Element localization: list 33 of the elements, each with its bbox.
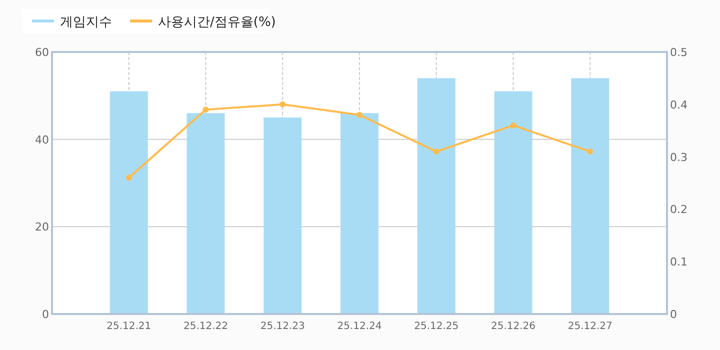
bar [264, 118, 302, 314]
bar [571, 78, 610, 314]
y-tick-label: 20 [35, 220, 49, 234]
point [356, 112, 362, 118]
y2-tick-label: 0.2 [670, 203, 688, 216]
point [202, 106, 209, 113]
y-tick-label: 60 [35, 46, 49, 59]
y2-tick-label: 0.1 [670, 256, 688, 269]
point [126, 174, 132, 181]
point [587, 148, 594, 155]
bar [494, 91, 532, 314]
x-tick-label: 25.12.21 [106, 321, 152, 332]
point [510, 122, 516, 128]
x-tick-label: 25.12.25 [414, 321, 459, 332]
y-tick-label: 40 [35, 133, 49, 146]
bar [340, 113, 378, 314]
bar [110, 91, 148, 314]
point [280, 101, 286, 108]
x-tick-label: 25.12.24 [337, 321, 382, 332]
x-tick-label: 25.12.22 [183, 321, 228, 332]
y2-tick-label: 0.4 [670, 98, 688, 112]
bar [417, 78, 456, 314]
x-tick-label: 25.12.26 [490, 321, 536, 332]
y2-tick-label: 0 [670, 308, 677, 321]
point [433, 148, 440, 155]
y2-tick-label: 0.3 [670, 150, 688, 164]
legend-label: 게임지수 [60, 15, 112, 30]
x-tick-label: 25.12.23 [260, 321, 305, 332]
y2-tick-label: 0.5 [670, 46, 688, 59]
y-tick-label: 0 [42, 308, 49, 321]
x-tick-label: 25.12.27 [568, 321, 612, 332]
bar [186, 113, 225, 314]
legend-label: 사용시간/점유율(%) [158, 15, 276, 30]
